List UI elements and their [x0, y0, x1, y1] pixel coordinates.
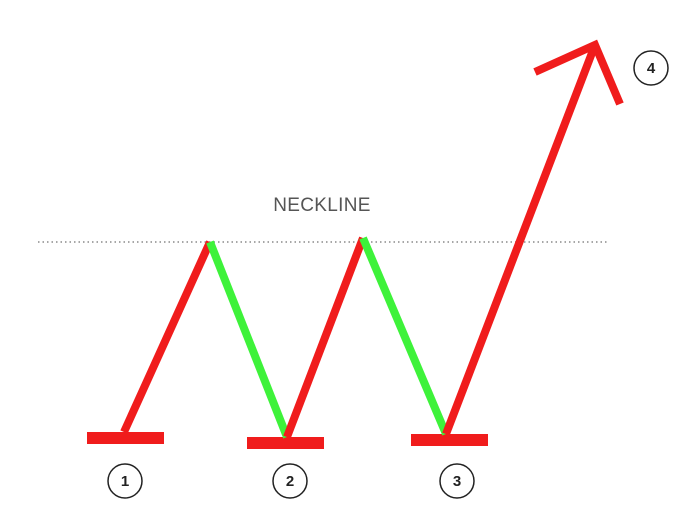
support-bar-1	[87, 432, 164, 444]
neckline-label: NECKLINE	[273, 195, 370, 216]
leg-rise-2	[283, 236, 367, 439]
marker-3-label: 3	[453, 473, 461, 490]
marker-4: 4	[633, 50, 669, 86]
leg-breakout	[442, 43, 599, 436]
breakout-arrow-head-icon	[533, 39, 624, 106]
support-bar-2	[247, 437, 324, 449]
marker-2: 2	[272, 463, 308, 499]
marker-2-label: 2	[286, 473, 294, 490]
leg-rise-1	[120, 240, 214, 434]
leg-fall-1	[206, 240, 291, 439]
marker-1-label: 1	[121, 473, 129, 490]
support-bar-3	[411, 434, 488, 446]
marker-4-label: 4	[647, 60, 656, 77]
marker-1: 1	[107, 463, 143, 499]
leg-fall-2	[359, 236, 450, 436]
marker-3: 3	[439, 463, 475, 499]
